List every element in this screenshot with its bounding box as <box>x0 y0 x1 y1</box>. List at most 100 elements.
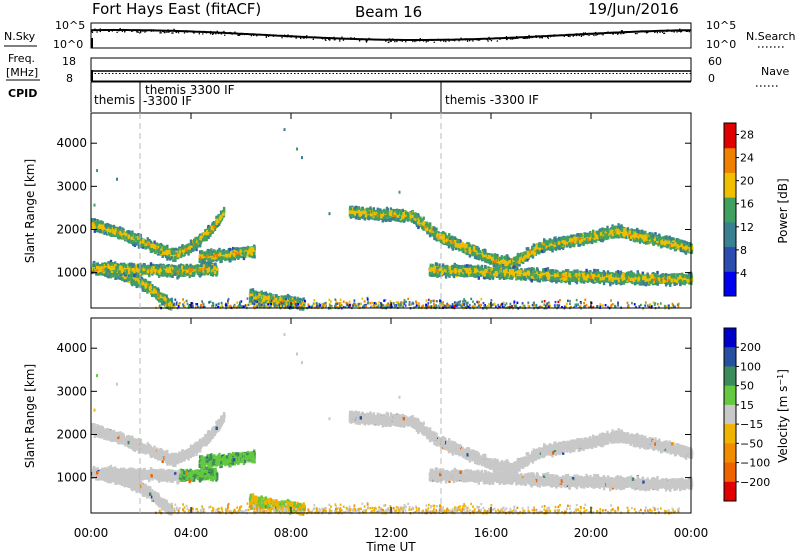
power-echo-cell <box>155 249 159 253</box>
power-echo-cell <box>151 287 154 291</box>
noise-search-dot <box>304 36 306 38</box>
noise-search-dot <box>257 34 259 36</box>
power-echo-cell <box>175 255 179 260</box>
power-echo-cell <box>153 288 156 292</box>
power-echo-cell <box>264 291 268 295</box>
power-echo-cell <box>165 294 168 298</box>
noise-search-dot <box>132 29 134 32</box>
power-echo-cell <box>157 269 160 274</box>
power-echo-cell <box>201 258 204 263</box>
power-echo-cell <box>155 296 158 300</box>
power-echo-cell <box>213 270 217 275</box>
noise-search-dot <box>339 40 341 42</box>
power-echo-cell <box>159 250 163 254</box>
power-echo-cell <box>174 247 177 252</box>
noise-search-dot <box>365 41 368 43</box>
power-echo-cell <box>199 244 202 248</box>
noise-search-dot <box>358 40 361 42</box>
power-echo-cell <box>174 255 177 260</box>
noise-search-dot <box>124 29 126 31</box>
noise-search-dot <box>202 33 204 35</box>
noise-search-dot <box>593 32 595 35</box>
power-echo-cell <box>156 246 159 251</box>
noise-search-dot <box>119 28 121 30</box>
noise-search-dot <box>312 38 314 40</box>
noise-search-dot <box>522 37 525 39</box>
noise-search-dot <box>421 38 423 41</box>
power-echo-cell <box>129 274 133 278</box>
noise-right-tick-top: 10^5 <box>706 19 736 32</box>
noise-search-dot <box>121 30 123 32</box>
noise-search-dot <box>593 34 595 37</box>
noise-search-dot <box>427 40 429 42</box>
noise-search-dot <box>267 35 270 37</box>
noise-search-dot <box>671 30 673 33</box>
power-echo-cell <box>204 231 207 236</box>
noise-search-dot <box>217 32 220 35</box>
power-echo-cell <box>210 230 213 234</box>
power-echo-cell <box>168 299 171 303</box>
power-echo-cell <box>134 237 137 241</box>
noise-search-dot <box>237 34 239 36</box>
power-echo-cell <box>165 248 168 252</box>
noise-panel-frame <box>90 22 692 49</box>
power-echo-cell <box>216 223 220 227</box>
noise-search-dot <box>139 30 142 32</box>
noise-search-dot <box>634 32 637 35</box>
power-echo-cell <box>293 296 296 300</box>
noise-search-dot <box>526 37 529 39</box>
noise-search-dot <box>333 39 335 41</box>
noise-search-dot <box>224 34 226 36</box>
power-echo-cell <box>127 235 130 240</box>
noise-search-dot <box>634 30 637 33</box>
cpid-label: CPID <box>8 87 37 100</box>
noise-search-dot <box>427 39 430 42</box>
noise-search-dot <box>162 31 164 33</box>
noise-search-dot <box>664 30 666 32</box>
power-echo-cell <box>118 271 121 275</box>
noise-search-dot <box>366 40 368 42</box>
power-echo-cell <box>178 246 181 250</box>
power-echo-cell <box>145 245 148 250</box>
power-echo-cell <box>94 269 98 274</box>
power-echo-cell <box>116 228 119 232</box>
power-echo-cell <box>97 225 101 229</box>
noise-search-dot <box>440 40 442 42</box>
power-echo-cell <box>102 268 105 272</box>
noise-search-dot <box>615 32 617 34</box>
power-echo-cell <box>215 224 218 228</box>
noise-search-dot <box>110 29 113 31</box>
noise-search-dot <box>673 31 675 33</box>
noise-search-dot <box>620 32 622 34</box>
noise-search-dot <box>365 40 367 42</box>
noise-search-dot <box>528 37 530 39</box>
noise-search-dot <box>666 29 669 31</box>
noise-search-dot <box>359 38 361 41</box>
power-echo-cell <box>135 284 138 289</box>
noise-search-dot <box>556 34 558 36</box>
noise-search-dot <box>573 34 576 36</box>
noise-search-dot <box>668 29 670 31</box>
power-echo-cell <box>210 226 214 231</box>
power-echo-cell <box>166 257 169 261</box>
power-echo-cell <box>149 285 153 290</box>
noise-search-dot <box>582 34 584 36</box>
power-echo-cell <box>122 228 125 232</box>
power-echo-cell <box>204 270 207 274</box>
power-echo-cell <box>194 236 197 241</box>
noise-search-dot <box>239 34 241 36</box>
power-echo-cell <box>212 225 215 229</box>
power-echo-cell <box>124 233 127 237</box>
noise-search-dot <box>630 31 632 33</box>
noise-search-dot <box>489 38 491 41</box>
noise-search-dot <box>240 32 242 35</box>
noise-search-dot <box>568 33 570 36</box>
noise-search-dot <box>582 32 585 34</box>
power-echo-cell <box>215 215 218 220</box>
power-echo-cell <box>166 299 169 303</box>
noise-search-dot <box>644 30 647 32</box>
noise-search-dot <box>306 35 308 37</box>
freq-label-line1: Freq. <box>8 52 35 65</box>
noise-search-dot <box>103 29 105 32</box>
power-echo-cell <box>182 246 185 250</box>
